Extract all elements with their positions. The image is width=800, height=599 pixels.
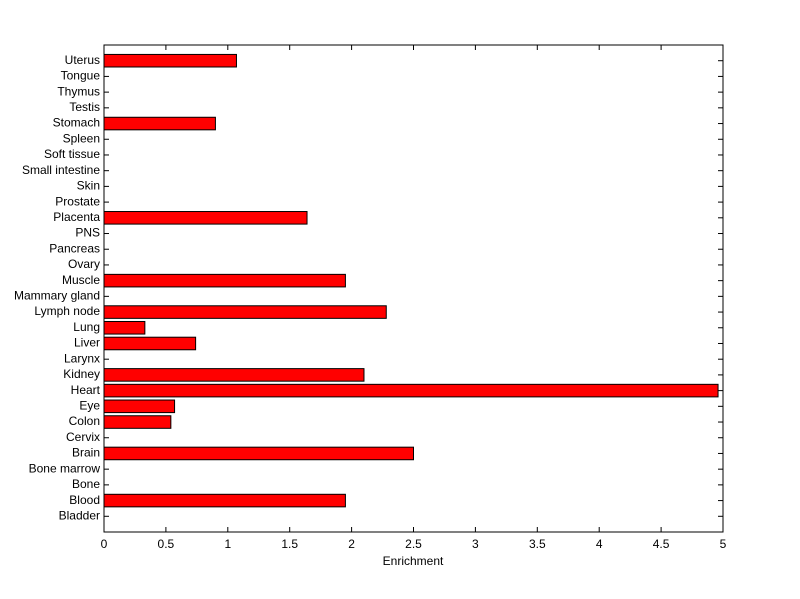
y-tick-label: Soft tissue (44, 147, 100, 161)
bar (103, 273, 346, 288)
x-axis-label: Enrichment (383, 554, 444, 568)
y-tick-label: Bone (72, 477, 100, 491)
x-tick-label: 1 (224, 537, 231, 551)
bar (103, 415, 172, 429)
x-tick-label: 3.5 (529, 537, 546, 551)
bar (103, 336, 197, 351)
y-tick-label: PNS (75, 226, 100, 240)
x-tick-label: 4 (596, 537, 603, 551)
y-tick-label: Bone marrow (29, 461, 101, 475)
bar (103, 383, 719, 398)
bar (103, 211, 308, 225)
y-tick-label: Kidney (63, 367, 100, 381)
y-tick-label: Muscle (62, 273, 100, 287)
bar (103, 446, 414, 461)
x-tick-label: 5 (720, 537, 727, 551)
y-tick-label: Liver (74, 336, 100, 350)
y-tick-label: Spleen (63, 131, 100, 145)
y-tick-label: Placenta (53, 210, 100, 224)
x-tick-label: 2.5 (405, 537, 422, 551)
bar (103, 368, 365, 382)
y-tick-label: Mammary gland (14, 289, 100, 303)
bar (103, 53, 237, 68)
x-tick-label: 0 (101, 537, 108, 551)
x-tick-label: 3 (472, 537, 479, 551)
y-tick-label: Ovary (68, 257, 100, 271)
y-tick-label: Heart (71, 383, 101, 397)
x-tick-label: 1.5 (281, 537, 298, 551)
y-tick-label: Lymph node (34, 304, 100, 318)
y-tick-label: Blood (69, 493, 100, 507)
y-tick-label: Cervix (66, 430, 100, 444)
bar (103, 493, 346, 508)
x-tick-label: 2 (348, 537, 355, 551)
bar (103, 116, 216, 131)
y-tick-label: Prostate (55, 194, 100, 208)
bar (103, 399, 176, 414)
y-tick-label: Thymus (57, 84, 100, 98)
y-tick-label: Uterus (65, 53, 100, 67)
y-tick-label: Pancreas (49, 241, 100, 255)
y-tick-label: Brain (72, 446, 100, 460)
x-tick-label: 0.5 (158, 537, 175, 551)
y-tick-label: Skin (77, 179, 100, 193)
y-tick-label: Bladder (59, 508, 100, 522)
y-tick-label: Tongue (61, 69, 101, 83)
y-tick-label: Colon (69, 414, 100, 428)
y-tick-label: Eye (79, 398, 100, 412)
y-tick-label: Lung (73, 320, 100, 334)
y-tick-label: Small intestine (22, 163, 100, 177)
x-tick-label: 4.5 (653, 537, 670, 551)
y-tick-label: Testis (69, 100, 100, 114)
bar (103, 320, 146, 335)
bar (103, 305, 387, 319)
y-tick-label: Stomach (53, 116, 100, 130)
y-tick-label: Larynx (64, 351, 100, 365)
